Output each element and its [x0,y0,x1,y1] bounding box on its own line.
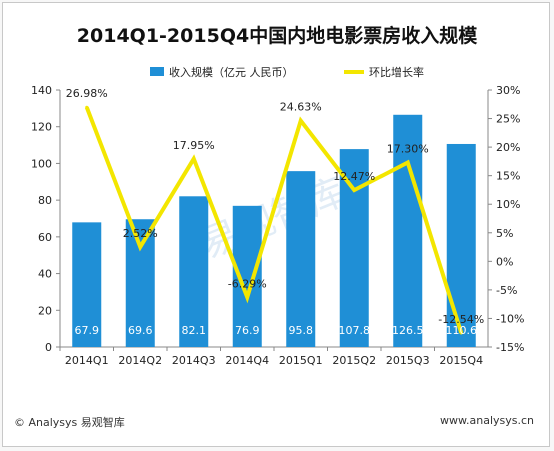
left-tick-label: 40 [38,268,52,281]
bar-value-label: 110.6 [446,324,478,337]
line-point [352,188,356,192]
bar [286,171,316,347]
right-tick-label: 10% [496,198,520,211]
chart-title: 2014Q1-2015Q4中国内地电影票房收入规模 [77,24,478,47]
left-tick-label: 80 [38,194,52,207]
x-tick-label: 2015Q2 [332,354,376,367]
line-point [299,119,303,123]
right-tick-label: 5% [496,227,513,240]
x-tick-label: 2014Q4 [225,354,269,367]
left-tick-label: 20 [38,304,52,317]
right-tick-label: 15% [496,170,520,183]
bar-value-label: 126.5 [392,324,424,337]
line-point [138,245,142,249]
bar [125,219,155,347]
x-tick-label: 2014Q2 [118,354,162,367]
growth-rate-line [84,106,464,334]
line-value-label: 24.63% [280,101,322,114]
line-value-label: -12.54% [438,313,484,326]
line-value-label: 26.98% [66,87,108,100]
bar-value-label: 69.6 [128,324,153,337]
bar-value-label: 107.8 [339,324,371,337]
left-tick-label: 120 [31,121,52,134]
bar [339,149,369,347]
right-tick-label: -15% [496,341,524,354]
line-value-label: 12.47% [333,170,375,183]
right-tick-label: -5% [496,284,517,297]
x-tick-label: 2015Q4 [439,354,483,367]
line-value-label: 2.52% [123,227,158,240]
bar-value-label: 95.8 [289,324,314,337]
legend-bar-label: 收入规模（亿元 人民币） [169,65,294,79]
right-tick-label: 0% [496,255,513,268]
right-tick-label: -10% [496,312,524,325]
bar [446,143,476,347]
line-value-label: -6.29% [228,277,267,290]
bar [72,222,102,347]
bar-value-label: 67.9 [75,324,100,337]
line-point [406,161,410,165]
left-tick-label: 140 [31,84,52,97]
left-tick-label: 0 [45,341,52,354]
copyright-text: © Analysys 易观智库 [14,416,125,429]
left-tick-label: 100 [31,157,52,170]
right-tick-label: 25% [496,113,520,126]
line-value-label: 17.30% [387,143,429,156]
legend-bar-swatch [150,67,164,76]
bar [393,114,423,348]
legend-line-label: 环比增长率 [369,65,424,79]
line-point [459,331,463,335]
right-tick-label: 20% [496,141,520,154]
website-text: www.analysys.cn [440,414,534,427]
line-value-label: 17.95% [173,139,215,152]
right-tick-label: 30% [496,84,520,97]
x-tick-label: 2015Q1 [279,354,323,367]
left-tick-label: 60 [38,231,52,244]
line-point [192,157,196,161]
bar-value-label: 76.9 [235,324,260,337]
x-tick-label: 2014Q3 [172,354,216,367]
bar-value-label: 82.1 [182,324,207,337]
x-tick-label: 2015Q3 [386,354,430,367]
line-point [245,295,249,299]
bar [179,196,209,347]
x-tick-label: 2014Q1 [65,354,109,367]
line-point [85,105,89,109]
